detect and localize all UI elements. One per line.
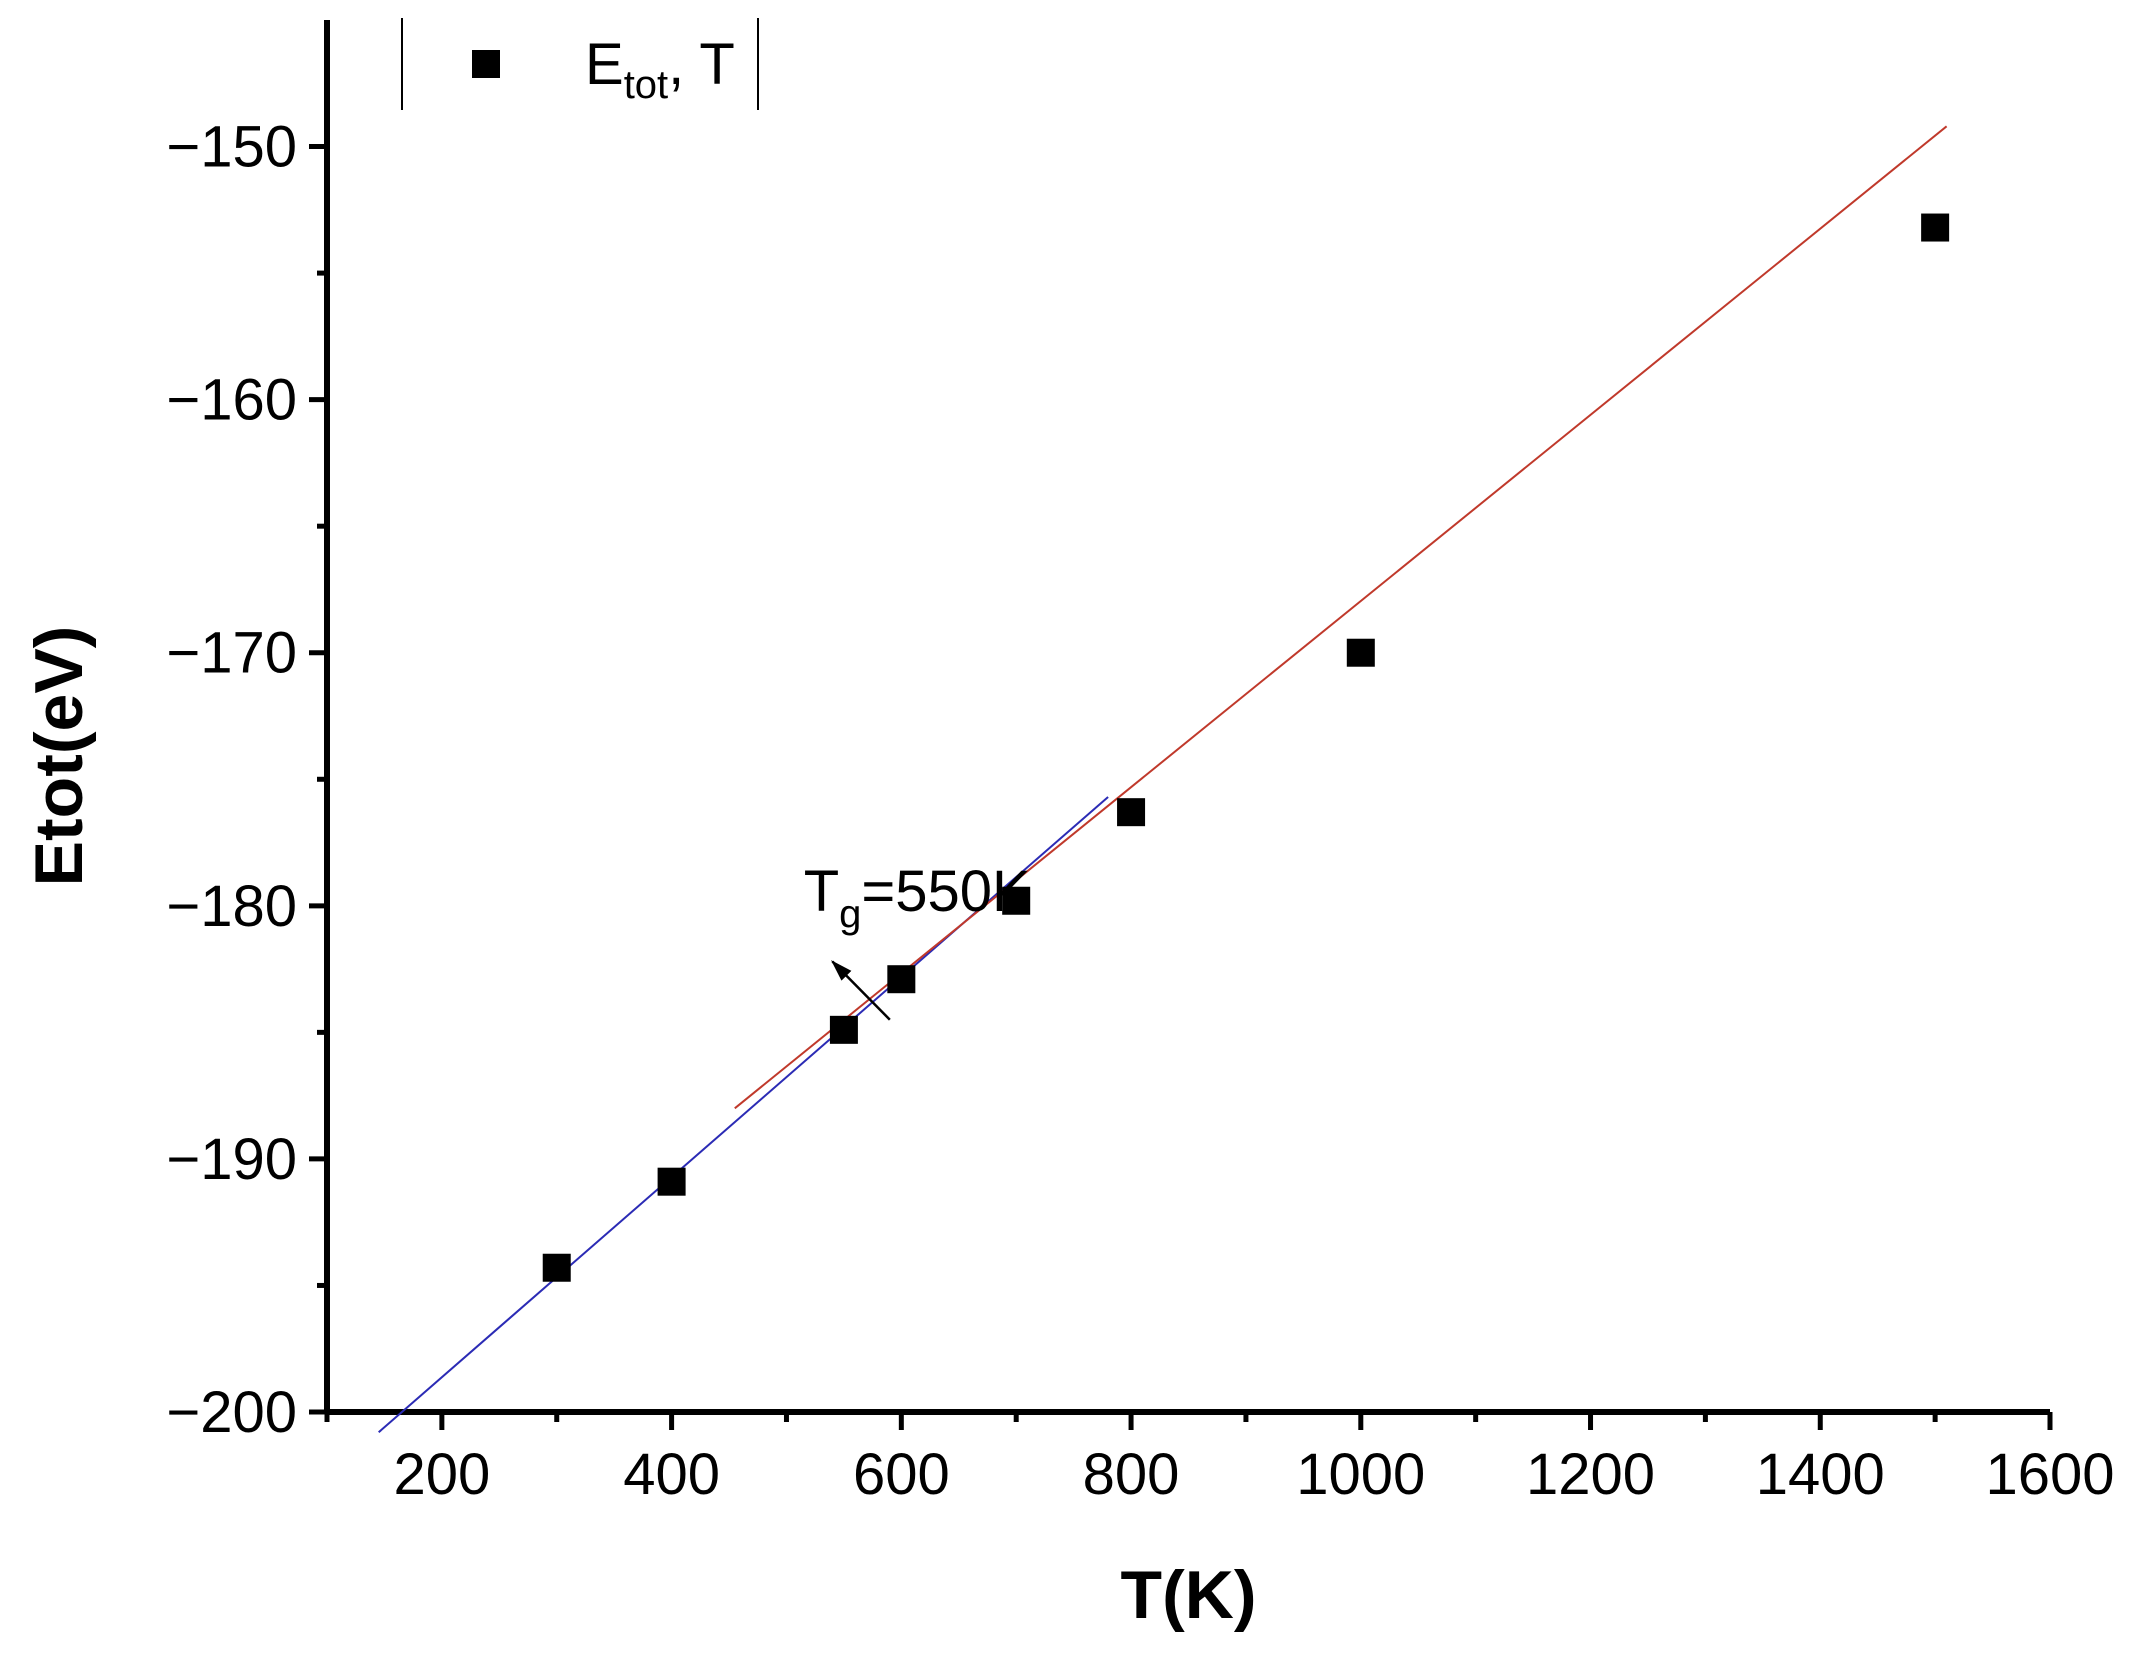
y-axis: −200 −190 −180 −170 −160 −150 (166, 20, 330, 1445)
legend-marker (472, 50, 500, 78)
annotation-arrow (831, 960, 891, 1021)
tg-annotation: Tg=550K (804, 859, 1031, 1021)
x-axis: 200 400 600 800 1000 1200 1400 1600 (324, 1409, 2115, 1507)
fit-line (734, 125, 1948, 1110)
y-tick-label: −160 (166, 368, 297, 433)
legend-label: Etot, T (585, 32, 735, 107)
x-tick-label: 1200 (1526, 1442, 1655, 1507)
x-tick-label: 600 (853, 1442, 950, 1507)
x-tick-label: 200 (393, 1442, 490, 1507)
data-point (657, 1167, 686, 1196)
x-tick-label: 1000 (1296, 1442, 1425, 1507)
fit-lines (378, 125, 1948, 1434)
data-point (542, 1253, 571, 1282)
x-axis-title: T(K) (1121, 1557, 1257, 1633)
legend-main: E (585, 32, 624, 97)
data-point (1117, 798, 1146, 827)
annotation-main: T (804, 859, 839, 924)
y-tick-label: −150 (166, 115, 297, 180)
x-tick-label: 400 (623, 1442, 720, 1507)
legend-rest: , T (668, 32, 735, 97)
data-points (542, 213, 1950, 1282)
x-tick-label: 1600 (1985, 1442, 2114, 1507)
x-tick-label: 1400 (1756, 1442, 1885, 1507)
y-tick-label: −190 (166, 1127, 297, 1192)
y-axis-title: Etot(eV) (21, 626, 97, 887)
annotation-rest: =550K (861, 859, 1031, 924)
data-point (1002, 886, 1031, 915)
legend: Etot, T (401, 18, 759, 110)
legend-sub: tot (624, 63, 668, 107)
y-tick-label: −200 (166, 1380, 297, 1445)
annotation-sub: g (839, 892, 861, 936)
data-point (887, 965, 916, 994)
data-point (1921, 213, 1950, 242)
data-point (829, 1015, 858, 1044)
y-tick-label: −170 (166, 621, 297, 686)
x-tick-label: 800 (1083, 1442, 1180, 1507)
data-point (1346, 638, 1375, 667)
annotation-text: Tg=550K (804, 859, 1031, 936)
fit-line (378, 796, 1109, 1434)
y-tick-label: −180 (166, 874, 297, 939)
